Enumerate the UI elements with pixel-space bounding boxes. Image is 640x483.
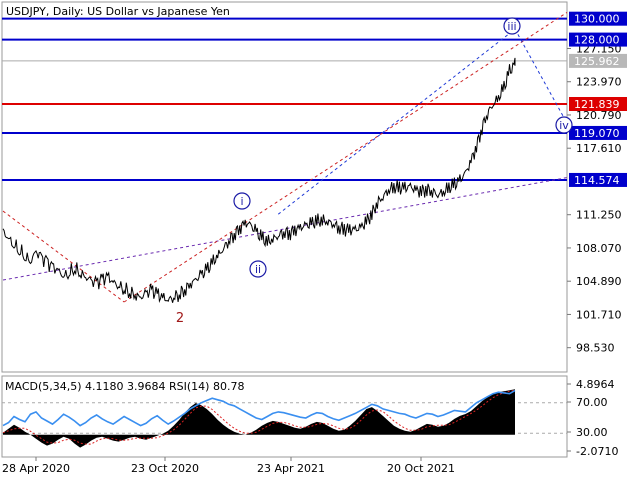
- level-tag-114.574: [569, 172, 627, 187]
- wave-label-iii: iii: [507, 20, 516, 33]
- level-tag-125.962: [569, 53, 627, 68]
- level-tag-text: 125.962: [574, 55, 620, 68]
- wave-label-iv: iv: [559, 119, 569, 132]
- wave-label-i: i: [240, 195, 243, 208]
- price-axis-label: 98.530: [576, 342, 615, 355]
- wave-label-2: 2: [176, 311, 184, 326]
- time-axis-label: 23 Oct 2020: [131, 462, 199, 475]
- wave-label-circle: [233, 192, 251, 210]
- level-tag-text: 119.070: [574, 127, 620, 140]
- wave-label-circle: [249, 260, 267, 278]
- level-tag-119.070: [569, 125, 627, 140]
- level-tag-130.000: [569, 11, 627, 26]
- price-line: [2, 57, 516, 304]
- macd-signal-line: [2, 389, 516, 445]
- price-panel-border: [1, 1, 568, 373]
- indicator-title: MACD(5,34,5) 4.1180 3.9684 RSI(14) 80.78: [5, 380, 244, 393]
- price-axis-label: 117.610: [576, 142, 622, 155]
- level-tag-text: 128.000: [574, 34, 620, 47]
- wave-label-circle: [555, 116, 573, 134]
- indicator-axis-label: 70.00: [576, 396, 608, 409]
- price-axis-label: 111.250: [576, 209, 622, 222]
- level-tag-text: 130.000: [574, 13, 620, 26]
- price-axis-label: 101.710: [576, 308, 622, 321]
- indicator-axis-label: 4.8964: [576, 378, 615, 391]
- chart-title: USDJPY, Daily: US Dollar vs Japanese Yen: [6, 5, 230, 18]
- indicator-axis-label: -2.0710: [576, 445, 618, 458]
- price-axis-label: 104.890: [576, 275, 622, 288]
- channel-trendline: [123, 11, 568, 303]
- price-axis-label: 120.790: [576, 109, 622, 122]
- decline-trendline: [2, 210, 125, 303]
- time-axis-label: 23 Apr 2021: [257, 462, 325, 475]
- wave-label-circle: [503, 17, 521, 35]
- price-axis-label: 123.970: [576, 76, 622, 89]
- level-tag-121.839: [569, 97, 627, 112]
- indicator-axis-label: 30.00: [576, 426, 608, 439]
- level-tag-text: 121.839: [574, 98, 620, 111]
- time-axis-label: 20 Oct 2021: [387, 462, 455, 475]
- level-tag-128.000: [569, 32, 627, 47]
- level-tag-text: 114.574: [574, 174, 620, 187]
- time-axis-label: 28 Apr 2020: [2, 462, 70, 475]
- price-axis-label: 108.070: [576, 242, 622, 255]
- macd-histogram: [3, 389, 515, 448]
- rsi-line: [2, 389, 516, 427]
- wave-label-ii: ii: [255, 263, 261, 276]
- wave-iii-trendline: [277, 28, 516, 215]
